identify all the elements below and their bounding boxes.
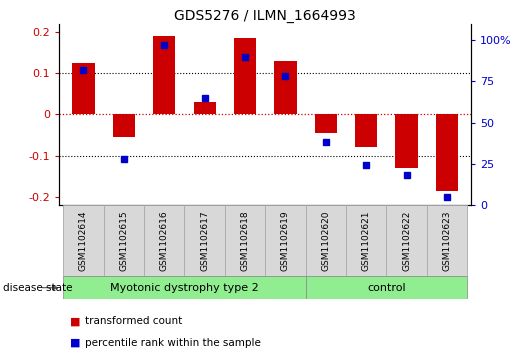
Bar xyxy=(315,114,337,133)
Bar xyxy=(346,205,386,276)
Text: GSM1102621: GSM1102621 xyxy=(362,210,371,271)
Text: GSM1102623: GSM1102623 xyxy=(442,210,452,271)
Bar xyxy=(153,36,175,114)
Bar xyxy=(72,63,95,114)
Bar xyxy=(104,205,144,276)
Bar xyxy=(63,205,104,276)
Bar xyxy=(144,205,184,276)
Bar xyxy=(305,276,467,299)
Text: GSM1102618: GSM1102618 xyxy=(241,210,250,271)
Bar xyxy=(386,205,427,276)
Text: GSM1102616: GSM1102616 xyxy=(160,210,169,271)
Text: percentile rank within the sample: percentile rank within the sample xyxy=(85,338,261,348)
Bar xyxy=(184,205,225,276)
Text: Myotonic dystrophy type 2: Myotonic dystrophy type 2 xyxy=(110,283,259,293)
Text: GSM1102619: GSM1102619 xyxy=(281,210,290,271)
Bar xyxy=(113,114,135,137)
Text: GSM1102614: GSM1102614 xyxy=(79,210,88,271)
Bar xyxy=(396,114,418,168)
Text: ■: ■ xyxy=(70,338,80,348)
Bar xyxy=(305,205,346,276)
Bar xyxy=(427,205,467,276)
Text: disease state: disease state xyxy=(3,283,72,293)
Text: GSM1102617: GSM1102617 xyxy=(200,210,209,271)
Bar xyxy=(355,114,377,147)
Bar xyxy=(194,102,216,114)
Bar xyxy=(265,205,305,276)
Bar xyxy=(234,38,256,114)
Text: GSM1102620: GSM1102620 xyxy=(321,210,330,271)
Bar xyxy=(274,61,297,114)
Text: GSM1102622: GSM1102622 xyxy=(402,210,411,271)
Text: ■: ■ xyxy=(70,316,80,326)
Title: GDS5276 / ILMN_1664993: GDS5276 / ILMN_1664993 xyxy=(175,9,356,23)
Text: GSM1102615: GSM1102615 xyxy=(119,210,128,271)
Text: control: control xyxy=(367,283,406,293)
Text: transformed count: transformed count xyxy=(85,316,182,326)
Bar xyxy=(63,276,305,299)
Bar xyxy=(436,114,458,191)
Bar xyxy=(225,205,265,276)
